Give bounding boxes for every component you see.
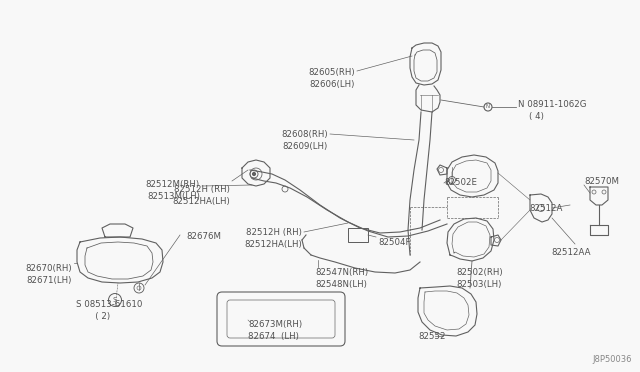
Circle shape — [253, 173, 255, 176]
Text: J8P50036: J8P50036 — [593, 355, 632, 364]
Text: 82547N(RH)
82548N(LH): 82547N(RH) 82548N(LH) — [315, 268, 368, 289]
Text: 82570M: 82570M — [584, 177, 619, 186]
Text: S: S — [113, 297, 117, 303]
Text: 82676M: 82676M — [186, 232, 221, 241]
Text: 82512AA: 82512AA — [551, 248, 591, 257]
Text: 82512H (RH)
82512HA(LH): 82512H (RH) 82512HA(LH) — [172, 185, 230, 206]
Text: 82512M(RH)
82513M(LH): 82512M(RH) 82513M(LH) — [146, 180, 200, 201]
Text: 82673M(RH)
82674  (LH): 82673M(RH) 82674 (LH) — [248, 320, 302, 341]
Text: 82552: 82552 — [418, 332, 445, 341]
Text: 82502(RH)
82503(LH): 82502(RH) 82503(LH) — [456, 268, 502, 289]
Text: N: N — [486, 105, 490, 109]
Text: N 08911-1062G
    ( 4): N 08911-1062G ( 4) — [518, 100, 586, 121]
Text: 82504F: 82504F — [378, 238, 410, 247]
Bar — [348, 228, 368, 242]
Text: 82605(RH)
82606(LH): 82605(RH) 82606(LH) — [308, 68, 355, 89]
Text: 82608(RH)
82609(LH): 82608(RH) 82609(LH) — [282, 130, 328, 151]
Text: 82512A: 82512A — [529, 204, 563, 213]
Text: 82670(RH)
82671(LH): 82670(RH) 82671(LH) — [26, 264, 72, 285]
Text: 82512H (RH)
82512HA(LH): 82512H (RH) 82512HA(LH) — [244, 228, 302, 249]
Text: 82502E: 82502E — [444, 178, 477, 187]
Text: S 08513-61610
       ( 2): S 08513-61610 ( 2) — [76, 300, 142, 321]
